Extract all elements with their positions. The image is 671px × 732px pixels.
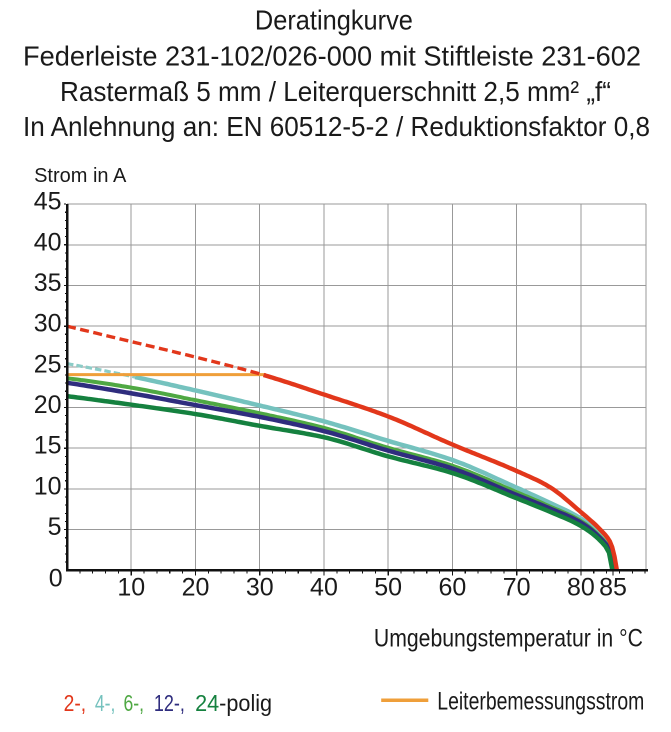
- svg-text:85: 85: [599, 574, 627, 602]
- svg-text:30: 30: [246, 574, 274, 602]
- svg-text:10: 10: [34, 472, 62, 500]
- svg-text:4-,: 4-,: [95, 690, 116, 716]
- svg-text:Strom in A: Strom in A: [34, 165, 127, 187]
- svg-text:Umgebungstemperatur in °C: Umgebungstemperatur in °C: [374, 625, 643, 653]
- svg-text:70: 70: [503, 574, 531, 602]
- svg-text:45: 45: [34, 188, 62, 216]
- svg-text:60: 60: [439, 574, 467, 602]
- svg-text:20: 20: [34, 391, 62, 419]
- svg-text:35: 35: [34, 269, 62, 297]
- svg-text:15: 15: [34, 432, 62, 460]
- svg-text:Deratingkurve: Deratingkurve: [255, 4, 413, 35]
- svg-text:12-,: 12-,: [154, 690, 185, 716]
- svg-text:80: 80: [567, 574, 595, 602]
- svg-text:5: 5: [48, 513, 62, 541]
- svg-text:In Anlehnung an: EN 60512-5-2: In Anlehnung an: EN 60512-5-2 / Reduktio…: [23, 111, 650, 142]
- svg-text:10: 10: [117, 574, 145, 602]
- svg-text:0: 0: [49, 564, 63, 592]
- svg-text:2-,: 2-,: [64, 690, 87, 716]
- svg-text:40: 40: [34, 228, 62, 256]
- svg-text:6-,: 6-,: [124, 690, 145, 716]
- svg-text:Leiterbemessungsstrom: Leiterbemessungsstrom: [437, 687, 644, 715]
- svg-text:25: 25: [34, 350, 62, 378]
- svg-text:Rastermaß 5 mm / Leiterquersch: Rastermaß 5 mm / Leiterquerschnitt 2,5 m…: [60, 76, 611, 107]
- svg-text:30: 30: [34, 310, 62, 338]
- svg-text:Federleiste 231-102/026-000 mi: Federleiste 231-102/026-000 mit Stiftlei…: [23, 41, 641, 72]
- svg-text:40: 40: [310, 574, 338, 602]
- svg-text:20: 20: [182, 574, 210, 602]
- svg-text:50: 50: [374, 574, 402, 602]
- svg-text:24-polig: 24-polig: [195, 690, 272, 716]
